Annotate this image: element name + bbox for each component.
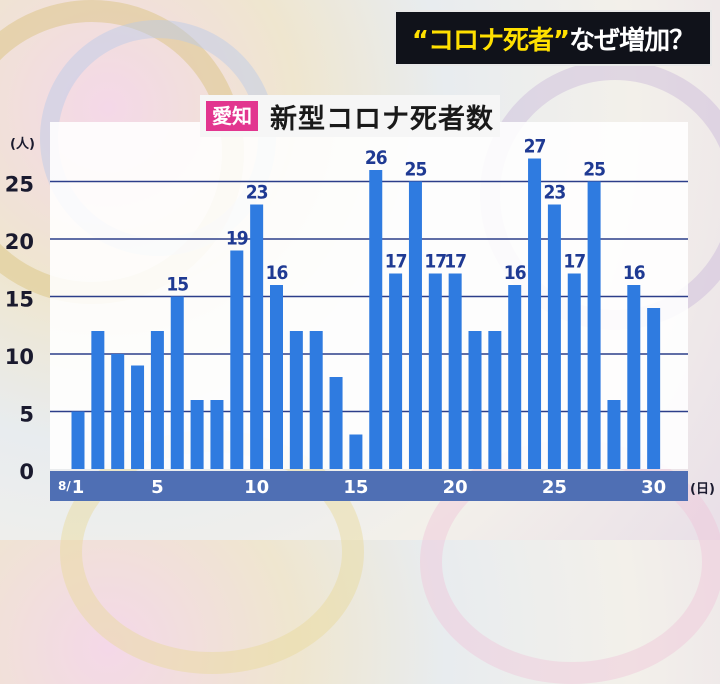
- data-label: 25: [583, 159, 605, 181]
- headline-rest: なぜ増加？: [569, 25, 695, 56]
- y-tick-label: 20: [5, 230, 34, 254]
- chart-title-bar: 愛知 新型コロナ死者数: [200, 95, 500, 137]
- bar: [329, 377, 343, 469]
- chart-title: 新型コロナ死者数: [270, 103, 494, 135]
- bar: [508, 285, 522, 469]
- bar: [607, 400, 621, 469]
- bar: [587, 181, 601, 469]
- region-badge: 愛知: [206, 101, 258, 131]
- bar: [131, 365, 145, 469]
- y-tick-label: 15: [5, 288, 34, 312]
- x-tick-label: 25: [542, 477, 567, 498]
- data-label: 26: [365, 147, 387, 169]
- bar: [647, 308, 661, 469]
- x-tick-label: 1: [72, 477, 85, 498]
- bar: [408, 181, 422, 469]
- y-unit-label: (人): [10, 136, 35, 152]
- bar: [91, 331, 105, 469]
- y-tick-label: 10: [5, 345, 34, 369]
- y-tick-label: 0: [19, 460, 34, 484]
- bar: [111, 354, 125, 469]
- bar-chart: 0510152025(人)151923162617251717162723172…: [4, 135, 715, 501]
- data-label: 23: [544, 182, 566, 204]
- bar: [309, 331, 323, 469]
- x-axis-band: [50, 471, 688, 501]
- bar: [150, 331, 164, 469]
- bar: [230, 250, 244, 469]
- data-label: 17: [385, 251, 407, 273]
- bar: [250, 204, 264, 469]
- x-tick-label: 20: [443, 477, 468, 498]
- month-label: 8/: [58, 479, 71, 493]
- bar: [547, 204, 561, 469]
- data-label: 16: [504, 262, 526, 284]
- data-label: 19: [226, 228, 248, 250]
- data-label: 16: [266, 262, 288, 284]
- data-label: 16: [623, 262, 645, 284]
- data-label: 23: [246, 182, 268, 204]
- headline-quoted: “コロナ死者”: [411, 25, 570, 56]
- data-label: 17: [444, 251, 466, 273]
- x-tick-label: 15: [343, 477, 368, 498]
- bar: [210, 400, 224, 469]
- x-tick-label: 30: [641, 477, 666, 498]
- bar: [468, 331, 482, 469]
- x-tick-label: 5: [151, 477, 164, 498]
- bar: [528, 158, 542, 469]
- bar: [170, 296, 184, 469]
- bar: [71, 411, 85, 469]
- bar: [190, 400, 204, 469]
- bar: [627, 285, 641, 469]
- bar: [369, 170, 383, 469]
- bar: [488, 331, 502, 469]
- bar: [289, 331, 303, 469]
- bar: [389, 273, 403, 469]
- y-tick-label: 5: [19, 403, 34, 427]
- bar: [448, 273, 462, 469]
- y-tick-label: 25: [5, 173, 34, 197]
- data-label: 17: [563, 251, 585, 273]
- x-unit-label: (日): [690, 482, 715, 497]
- bar: [428, 273, 442, 469]
- data-label: 25: [405, 159, 427, 181]
- bar: [567, 273, 581, 469]
- data-label: 15: [166, 274, 188, 296]
- bar: [349, 434, 363, 469]
- data-label: 27: [524, 136, 546, 158]
- x-tick-label: 10: [244, 477, 269, 498]
- data-label: 17: [424, 251, 446, 273]
- bar: [270, 285, 283, 469]
- headline-banner: “コロナ死者” なぜ増加？: [394, 10, 712, 66]
